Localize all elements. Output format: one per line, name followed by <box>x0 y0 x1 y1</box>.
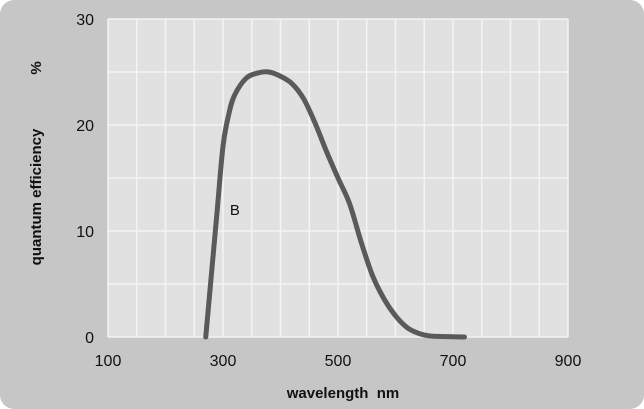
y-tick-label: 30 <box>76 12 94 29</box>
x-axis-label: wavelength nm <box>286 385 400 402</box>
y-axis-unit: % <box>28 61 45 74</box>
x-tick-label: 100 <box>95 353 122 370</box>
tick-labels: 100 300 500 700 900 0 10 20 30 <box>76 12 581 370</box>
x-tick-label: 900 <box>555 353 582 370</box>
x-tick-label: 700 <box>440 353 467 370</box>
x-tick-label: 300 <box>210 353 237 370</box>
y-tick-label: 0 <box>85 330 94 347</box>
annotations: B <box>230 202 240 219</box>
series-annotation: B <box>230 202 240 219</box>
series-line-B <box>203 69 467 340</box>
y-axis-label: quantum efficiency <box>28 128 45 265</box>
x-tick-label: 500 <box>325 353 352 370</box>
series-layer <box>203 69 467 340</box>
y-tick-label: 10 <box>76 224 94 241</box>
grid <box>107 18 569 338</box>
y-tick-label: 20 <box>76 118 94 135</box>
